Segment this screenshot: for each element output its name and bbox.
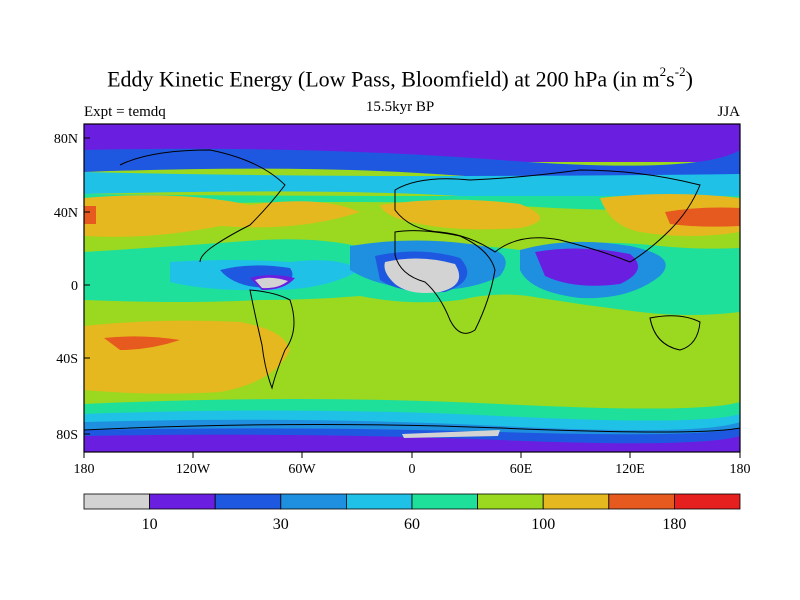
colorbar-label: 30 <box>273 516 289 533</box>
contour-field <box>84 124 740 452</box>
lon-label-120e: 120E <box>615 462 645 477</box>
colorbar-swatch <box>280 493 347 510</box>
colorbar-swatch <box>477 493 544 510</box>
map-subtitle: 15.5kyr BP <box>365 99 435 115</box>
colorbar-swatch <box>674 493 741 510</box>
lat-label-40s: 40S <box>56 352 78 367</box>
longitude-axis: 180 120W 60W 0 60E 120E 180 <box>74 452 751 477</box>
coastlines <box>84 149 740 433</box>
colorbar-label: 180 <box>662 516 686 533</box>
colorbar: 10 30 60 100 180 <box>83 493 741 533</box>
season-label: JJA <box>717 104 740 120</box>
lon-label-120w: 120W <box>176 462 211 477</box>
map-title: Eddy Kinetic Energy (Low Pass, Bloomfiel… <box>107 64 693 92</box>
lat-label-40n: 40N <box>54 206 78 221</box>
lat-label-0: 0 <box>71 279 78 294</box>
lon-label-180w: 180 <box>74 462 95 477</box>
lon-label-180e: 180 <box>730 462 751 477</box>
colorbar-label: 60 <box>404 516 420 533</box>
latitude-axis: 80N 40N 0 40S 80S <box>54 132 90 443</box>
colorbar-label: 10 <box>142 516 158 533</box>
colorbar-swatch <box>345 493 413 510</box>
lon-label-60e: 60E <box>510 462 533 477</box>
colorbar-swatch <box>149 493 216 510</box>
lon-label-60w: 60W <box>288 462 316 477</box>
colorbar-swatch <box>542 493 610 510</box>
colorbar-label: 100 <box>531 516 555 533</box>
colorbar-swatch <box>608 493 675 510</box>
lat-label-80n: 80N <box>54 132 78 147</box>
colorbar-swatch <box>411 493 478 510</box>
lat-label-80s: 80S <box>56 428 78 443</box>
experiment-label: Expt = temdq <box>84 104 166 120</box>
colorbar-swatch <box>83 493 150 510</box>
lon-label-0: 0 <box>409 462 416 477</box>
colorbar-swatch <box>214 493 282 510</box>
